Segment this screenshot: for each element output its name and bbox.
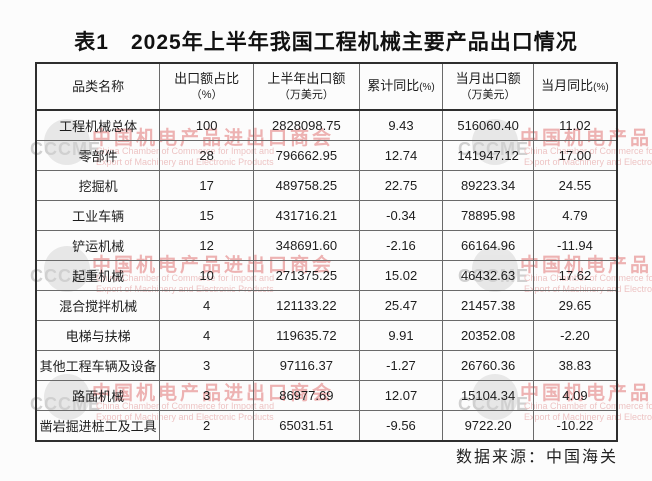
table-header: 品类名称 出口额占比 （%） 上半年出口额 （万美元） 累计同比(%) 当月出口…: [35, 62, 618, 111]
value-cell: 3: [159, 380, 254, 411]
table-row: 混合搅拌机械 4 121133.22 25.47 21457.38 29.65: [35, 290, 618, 321]
value-cell: 97116.37: [252, 350, 360, 381]
value-cell: 26760.36: [442, 350, 534, 381]
table-row: 零部件 28 796662.95 12.74 141947.12 17.00: [35, 140, 618, 171]
value-cell: 141947.12: [442, 140, 534, 171]
value-cell: 9.43: [358, 109, 444, 141]
header-export-share: 出口额占比 （%）: [159, 62, 254, 111]
value-cell: 121133.22: [252, 290, 360, 321]
category-cell: 起重机械: [35, 260, 161, 291]
value-cell: 24.55: [532, 170, 618, 201]
value-cell: 65031.51: [252, 410, 360, 442]
value-cell: 29.65: [532, 290, 618, 321]
value-cell: 20352.08: [442, 320, 534, 351]
value-cell: -0.34: [358, 200, 444, 231]
value-cell: 66164.96: [442, 230, 534, 261]
value-cell: 4.79: [532, 200, 618, 231]
category-cell: 凿岩掘进桩工及工具: [35, 410, 161, 442]
category-cell: 工业车辆: [35, 200, 161, 231]
value-cell: 4.09: [532, 380, 618, 411]
table-row: 凿岩掘进桩工及工具 2 65031.51 -9.56 9722.20 -10.22: [35, 410, 618, 442]
header-category: 品类名称: [35, 62, 161, 111]
value-cell: 119635.72: [252, 320, 360, 351]
table-row: 工程机械总体 100 2828098.75 9.43 516060.40 11.02: [35, 109, 618, 141]
value-cell: 12.07: [358, 380, 444, 411]
value-cell: -11.94: [532, 230, 618, 261]
value-cell: 348691.60: [252, 230, 360, 261]
value-cell: 86977.69: [252, 380, 360, 411]
data-source-note: 数据来源：中国海关: [455, 449, 618, 466]
value-cell: 17.00: [532, 140, 618, 171]
header-cumulative-yoy: 累计同比(%): [358, 62, 444, 111]
value-cell: 15: [159, 200, 254, 231]
value-cell: -10.22: [532, 410, 618, 442]
table-row: 路面机械 3 86977.69 12.07 15104.34 4.09: [35, 380, 618, 411]
header-row: 品类名称 出口额占比 （%） 上半年出口额 （万美元） 累计同比(%) 当月出口…: [35, 62, 618, 111]
value-cell: 15.02: [358, 260, 444, 291]
value-cell: 89223.34: [442, 170, 534, 201]
value-cell: 25.47: [358, 290, 444, 321]
value-cell: 11.02: [532, 109, 618, 141]
category-cell: 混合搅拌机械: [35, 290, 161, 321]
value-cell: 3: [159, 350, 254, 381]
table-row: 起重机械 10 271375.25 15.02 46432.63 17.62: [35, 260, 618, 291]
value-cell: 12.74: [358, 140, 444, 171]
table-row: 铲运机械 12 348691.60 -2.16 66164.96 -11.94: [35, 230, 618, 261]
value-cell: 28: [159, 140, 254, 171]
category-cell: 路面机械: [35, 380, 161, 411]
table-title: 表1 2025年上半年我国工程机械主要产品出口情况: [74, 31, 578, 54]
export-data-table: 品类名称 出口额占比 （%） 上半年出口额 （万美元） 累计同比(%) 当月出口…: [35, 62, 618, 442]
header-month-yoy: 当月同比(%): [532, 62, 618, 111]
table-row: 挖掘机 17 489758.25 22.75 89223.34 24.55: [35, 170, 618, 201]
category-cell: 零部件: [35, 140, 161, 171]
value-cell: 2828098.75: [252, 109, 360, 141]
value-cell: 12: [159, 230, 254, 261]
category-cell: 其他工程车辆及设备: [35, 350, 161, 381]
value-cell: 4: [159, 320, 254, 351]
value-cell: 796662.95: [252, 140, 360, 171]
value-cell: 15104.34: [442, 380, 534, 411]
table-body: 工程机械总体 100 2828098.75 9.43 516060.40 11.02 零部件…: [35, 109, 618, 442]
header-month-export: 当月出口额 （万美元）: [442, 62, 534, 111]
value-cell: 10: [159, 260, 254, 291]
category-cell: 铲运机械: [35, 230, 161, 261]
category-cell: 工程机械总体: [35, 109, 161, 141]
value-cell: 78895.98: [442, 200, 534, 231]
value-cell: -9.56: [358, 410, 444, 442]
value-cell: 9.91: [358, 320, 444, 351]
value-cell: 271375.25: [252, 260, 360, 291]
header-half-year-export: 上半年出口额 （万美元）: [252, 62, 360, 111]
table-row: 其他工程车辆及设备 3 97116.37 -1.27 26760.36 38.83: [35, 350, 618, 381]
value-cell: 100: [159, 109, 254, 141]
table-row: 工业车辆 15 431716.21 -0.34 78895.98 4.79: [35, 200, 618, 231]
value-cell: 38.83: [532, 350, 618, 381]
value-cell: 2: [159, 410, 254, 442]
table-row: 电梯与扶梯 4 119635.72 9.91 20352.08 -2.20: [35, 320, 618, 351]
value-cell: 489758.25: [252, 170, 360, 201]
value-cell: 21457.38: [442, 290, 534, 321]
value-cell: 17: [159, 170, 254, 201]
value-cell: -2.20: [532, 320, 618, 351]
value-cell: 431716.21: [252, 200, 360, 231]
value-cell: 17.62: [532, 260, 618, 291]
category-cell: 电梯与扶梯: [35, 320, 161, 351]
value-cell: -2.16: [358, 230, 444, 261]
value-cell: 4: [159, 290, 254, 321]
value-cell: 9722.20: [442, 410, 534, 442]
value-cell: -1.27: [358, 350, 444, 381]
value-cell: 46432.63: [442, 260, 534, 291]
value-cell: 22.75: [358, 170, 444, 201]
value-cell: 516060.40: [442, 109, 534, 141]
category-cell: 挖掘机: [35, 170, 161, 201]
